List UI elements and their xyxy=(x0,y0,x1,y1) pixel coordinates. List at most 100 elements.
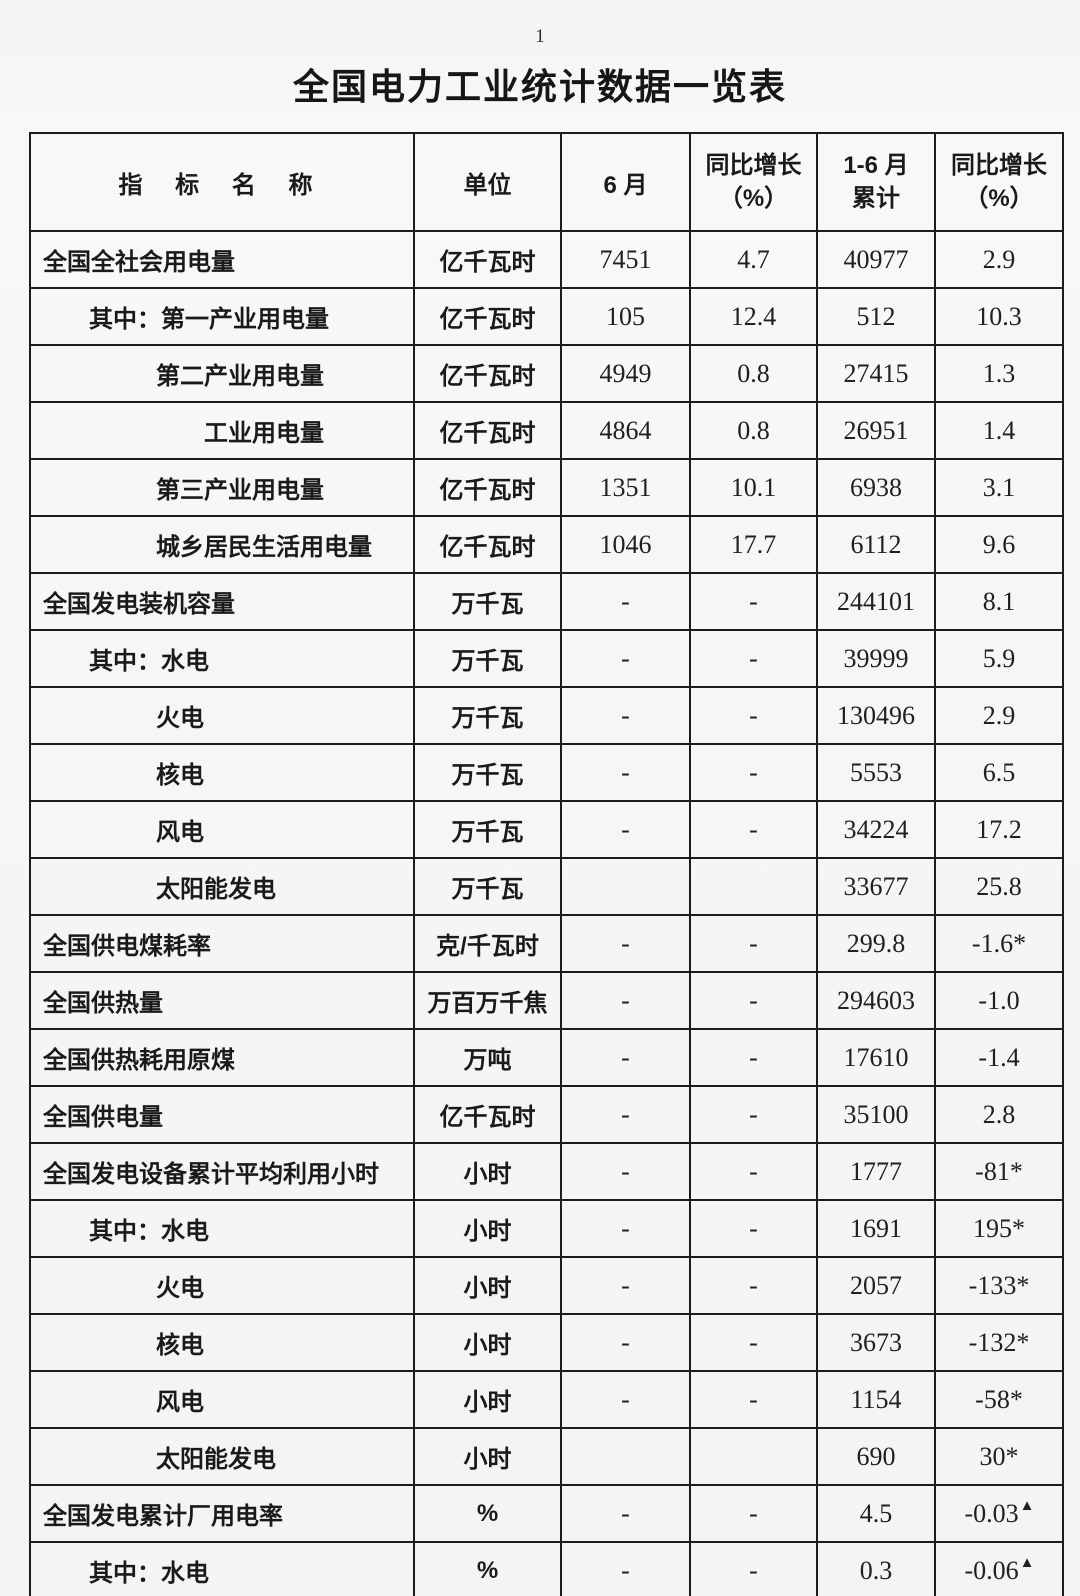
cumulative-value-cell: 1777 xyxy=(816,1142,936,1201)
column-header-unit: 单位 xyxy=(413,132,562,232)
indicator-name-cell: 其中：第一产业用电量 xyxy=(29,287,415,346)
june-yoy-cell xyxy=(689,857,818,916)
table-row: 全国供热耗用原煤 万吨 - -17610 -1.4 xyxy=(29,1028,1064,1087)
cumulative-yoy-value: 25.8 xyxy=(976,871,1022,901)
indicator-name-cell: 风电 xyxy=(29,1370,415,1429)
cumulative-value-cell: 130496 xyxy=(816,686,936,745)
june-yoy-cell: - xyxy=(689,629,818,688)
indicator-name-cell: 其中：水电 xyxy=(29,1199,415,1258)
june-value-cell: 4949 xyxy=(560,344,691,403)
cumulative-value-cell: 40977 xyxy=(816,230,936,289)
indicator-name-cell: 全国发电累计厂用电率 xyxy=(29,1484,415,1543)
table-row: 全国发电装机容量 万千瓦 - -244101 8.1 xyxy=(29,572,1064,631)
cumulative-yoy-cell: -1.0 xyxy=(934,971,1064,1030)
table-row: 全国供电量 亿千瓦时 - -35100 2.8 xyxy=(29,1085,1064,1144)
cumulative-yoy-value: 8.1 xyxy=(982,586,1016,616)
cumulative-yoy-value: -132* xyxy=(968,1327,1030,1357)
june-value-cell: 7451 xyxy=(560,230,691,289)
cumulative-yoy-value: -133* xyxy=(968,1270,1030,1300)
cumulative-yoy-cell: 6.5 xyxy=(934,743,1064,802)
cumulative-yoy-value: 2.9 xyxy=(982,244,1016,274)
cumulative-yoy-cell: 2.8 xyxy=(934,1085,1064,1144)
june-yoy-cell: - xyxy=(689,800,818,859)
cumulative-value-cell: 299.8 xyxy=(816,914,936,973)
unit-cell: 万千瓦 xyxy=(413,629,562,688)
cumulative-yoy-cell: 1.4 xyxy=(934,401,1064,460)
indicator-name-cell: 全国发电装机容量 xyxy=(29,572,415,631)
indicator-name-cell: 太阳能发电 xyxy=(29,1427,415,1486)
unit-cell: 小时 xyxy=(413,1199,562,1258)
page-title: 全国电力工业统计数据一览表 xyxy=(292,66,787,107)
cumulative-yoy-cell: 30* xyxy=(934,1427,1064,1486)
cumulative-value-cell: 39999 xyxy=(816,629,936,688)
cumulative-yoy-cell: -132* xyxy=(934,1313,1064,1372)
indicator-name-cell: 全国全社会用电量 xyxy=(29,230,415,289)
column-header-june: 6 月 xyxy=(560,132,691,232)
table-row: 城乡居民生活用电量 亿千瓦时 1046 17.7 6112 9.6 xyxy=(29,515,1064,574)
june-yoy-cell: 17.7 xyxy=(689,515,818,574)
cumulative-yoy-cell: -0.06▲ xyxy=(934,1541,1064,1596)
triangle-marker: ▲ xyxy=(1019,1554,1035,1571)
cumulative-yoy-value: 9.6 xyxy=(982,529,1016,559)
indicator-name-cell: 全国供热耗用原煤 xyxy=(29,1028,415,1087)
june-yoy-cell: 0.8 xyxy=(689,344,818,403)
june-yoy-cell: 0.8 xyxy=(689,401,818,460)
unit-cell: 克/千瓦时 xyxy=(413,914,562,973)
cumulative-yoy-value: 195* xyxy=(973,1213,1025,1243)
cumulative-value-cell: 690 xyxy=(816,1427,936,1486)
june-value-cell: - xyxy=(560,1085,691,1144)
table-row: 火电 小时 - -2057 -133* xyxy=(29,1256,1064,1315)
cumulative-yoy-value: 1.3 xyxy=(982,358,1016,388)
june-value-cell: 1351 xyxy=(560,458,691,517)
cumulative-value-cell: 27415 xyxy=(816,344,936,403)
june-value-cell: - xyxy=(560,1370,691,1429)
june-value-cell xyxy=(560,1427,691,1486)
cumulative-yoy-value: -81* xyxy=(975,1156,1023,1186)
cumulative-value-cell: 2057 xyxy=(816,1256,936,1315)
statistics-table: 指 标 名 称 单位 6 月 同比增长 （%） 1-6 月 累计 同比增长 （%… xyxy=(29,132,1064,1596)
indicator-name-cell: 太阳能发电 xyxy=(29,857,415,916)
unit-cell: 亿千瓦时 xyxy=(413,515,562,574)
unit-cell: 亿千瓦时 xyxy=(413,1085,562,1144)
cumulative-value-cell: 3673 xyxy=(816,1313,936,1372)
unit-cell: 万千瓦 xyxy=(413,572,562,631)
indicator-name-cell: 第三产业用电量 xyxy=(29,458,415,517)
cumulative-yoy-value: 30* xyxy=(979,1441,1019,1471)
june-yoy-cell: 12.4 xyxy=(689,287,818,346)
table-row: 风电 小时 - -1154 -58* xyxy=(29,1370,1064,1429)
june-yoy-header-line2: （%） xyxy=(718,185,789,212)
cumulative-yoy-value: 2.8 xyxy=(982,1099,1016,1129)
triangle-marker: ▲ xyxy=(1019,1497,1035,1514)
indicator-name-cell: 全国供电煤耗率 xyxy=(29,914,415,973)
june-value-cell: - xyxy=(560,1484,691,1543)
june-yoy-cell: - xyxy=(689,686,818,745)
cumulative-yoy-cell: 2.9 xyxy=(934,686,1064,745)
cumulative-yoy-value: 10.3 xyxy=(976,301,1022,331)
cumulative-value-cell: 244101 xyxy=(816,572,936,631)
june-value-cell: - xyxy=(560,743,691,802)
table-row: 其中：水电% - -0.3 -0.06▲ xyxy=(29,1541,1064,1596)
june-yoy-cell: - xyxy=(689,1484,818,1543)
cumulative-value-cell: 294603 xyxy=(816,971,936,1030)
table-body: 全国全社会用电量 亿千瓦时 7451 4.7 40977 2.9 其中：第一产业用电量 亿千瓦… xyxy=(29,230,1064,1596)
june-value-cell: - xyxy=(560,1028,691,1087)
table-row: 全国供热量 万百万千焦 - -294603 -1.0 xyxy=(29,971,1064,1030)
cumulative-value-cell: 1154 xyxy=(816,1370,936,1429)
table-row: 太阳能发电 万千瓦 33677 25.8 xyxy=(29,857,1064,916)
indicator-name-cell: 火电 xyxy=(29,686,415,745)
cumulative-yoy-value: -0.03 xyxy=(964,1498,1019,1528)
cumulative-value-cell: 17610 xyxy=(816,1028,936,1087)
cumulative-value-cell: 5553 xyxy=(816,743,936,802)
june-value-cell: - xyxy=(560,629,691,688)
june-yoy-header-line1: 同比增长 xyxy=(705,152,802,179)
column-header-june-yoy: 同比增长 （%） xyxy=(689,132,818,232)
cumulative-yoy-cell: 8.1 xyxy=(934,572,1064,631)
cumulative-yoy-cell: 9.6 xyxy=(934,515,1064,574)
cumulative-value-cell: 26951 xyxy=(816,401,936,460)
unit-cell: 小时 xyxy=(413,1142,562,1201)
cumulative-yoy-cell: 195* xyxy=(934,1199,1064,1258)
unit-cell: 万千瓦 xyxy=(413,857,562,916)
unit-cell: 小时 xyxy=(413,1313,562,1372)
june-yoy-cell: - xyxy=(689,572,818,631)
table-row: 火电 万千瓦 - -130496 2.9 xyxy=(29,686,1064,745)
